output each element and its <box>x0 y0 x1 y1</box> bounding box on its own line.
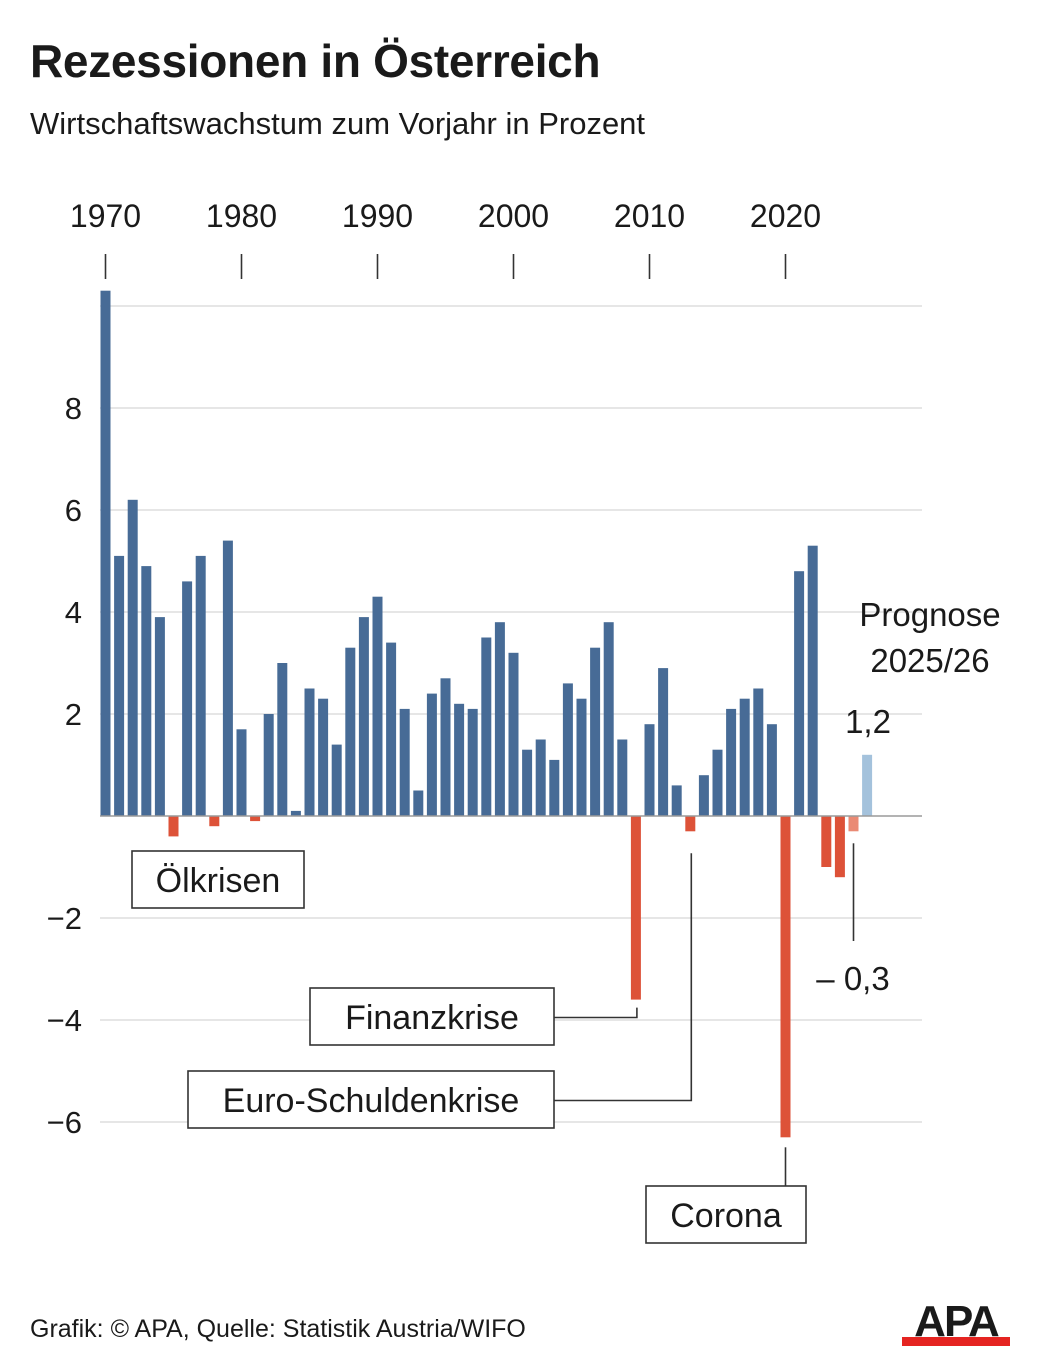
bar <box>345 647 356 816</box>
bar <box>182 581 193 816</box>
x-tick-label: 2020 <box>750 198 821 234</box>
bar <box>100 290 111 816</box>
bar <box>658 668 669 816</box>
x-tick-label: 1980 <box>206 198 277 234</box>
annotation-box <box>187 1070 555 1129</box>
y-tick-label: 2 <box>65 697 82 732</box>
bar <box>454 703 465 816</box>
bar <box>562 683 573 816</box>
bar <box>508 652 519 816</box>
bar <box>644 724 655 816</box>
bar <box>712 749 723 816</box>
bar <box>413 790 424 816</box>
bar <box>277 663 288 816</box>
forecast-value-label: 1,2 <box>845 703 891 740</box>
y-tick-label: −4 <box>47 1003 82 1038</box>
bar <box>250 816 261 822</box>
bar <box>821 816 832 867</box>
bar <box>440 678 451 816</box>
bar-chart: 8 6 4 2 −2 −4 −6 1970 1980 1990 2000 2010 2020 Ölkris… <box>47 198 1001 1244</box>
bar <box>318 698 329 816</box>
bar <box>834 816 845 878</box>
forecast-value-label: – 0,3 <box>816 960 889 997</box>
annotation-box <box>309 987 555 1046</box>
chart-title: Rezessionen in Österreich <box>30 35 601 87</box>
annotation-box <box>131 850 305 909</box>
bar <box>807 545 818 816</box>
bar <box>426 693 437 816</box>
x-tick-label: 1990 <box>342 198 413 234</box>
bar <box>494 622 505 816</box>
bar <box>372 596 383 816</box>
x-tick-label: 1970 <box>70 198 141 234</box>
bar <box>630 816 641 1000</box>
annotation-label: Euro-Schuldenkrise <box>223 1082 520 1120</box>
bar <box>671 785 682 816</box>
y-tick-label: −2 <box>47 901 82 936</box>
annotation-label: Corona <box>670 1197 782 1235</box>
y-tick-label: 4 <box>65 595 82 630</box>
bar <box>263 714 274 816</box>
x-tick-label: 2000 <box>478 198 549 234</box>
bar <box>141 566 152 816</box>
bar <box>481 637 492 816</box>
annotation-box <box>645 1185 807 1244</box>
apa-logo: APA <box>902 1298 1010 1346</box>
bar <box>698 775 709 816</box>
y-tick-label: 8 <box>65 391 82 426</box>
bar <box>739 698 750 816</box>
bar <box>780 816 791 1138</box>
bar <box>467 708 478 816</box>
bar <box>358 617 369 816</box>
x-tick-label: 2010 <box>614 198 685 234</box>
bar <box>195 555 206 816</box>
bar <box>114 555 125 816</box>
forecast-label: Prognose <box>859 596 1000 633</box>
bar <box>290 810 301 816</box>
forecast-years-label: 2025/26 <box>870 642 989 679</box>
bar <box>590 647 601 816</box>
bar <box>331 744 342 816</box>
bar <box>535 739 546 816</box>
bar <box>617 739 628 816</box>
annotation-connector <box>554 1007 638 1019</box>
bar <box>236 729 247 816</box>
bar <box>726 708 737 816</box>
annotation-connector <box>554 853 693 1102</box>
bar <box>209 816 220 827</box>
y-tick-label: 6 <box>65 493 82 528</box>
bar <box>753 688 764 816</box>
bar <box>848 816 859 832</box>
bar <box>862 754 873 816</box>
y-tick-label: −6 <box>47 1105 82 1140</box>
bar <box>549 759 560 816</box>
bar <box>794 571 805 816</box>
bar <box>304 688 315 816</box>
bar <box>386 642 397 816</box>
chart-subtitle: Wirtschaftswachstum zum Vorjahr in Proze… <box>30 106 646 141</box>
bar <box>154 617 165 816</box>
annotation-label: Finanzkrise <box>345 999 519 1037</box>
bar <box>522 749 533 816</box>
bar <box>576 698 587 816</box>
bar <box>685 816 696 832</box>
source-note: Grafik: © APA, Quelle: Statistik Austria… <box>30 1315 526 1343</box>
bar <box>127 499 138 816</box>
bar <box>168 816 179 837</box>
bar <box>222 540 233 816</box>
bar <box>766 724 777 816</box>
annotation-label: Ölkrisen <box>156 862 281 900</box>
bar <box>603 622 614 816</box>
bar <box>399 708 410 816</box>
